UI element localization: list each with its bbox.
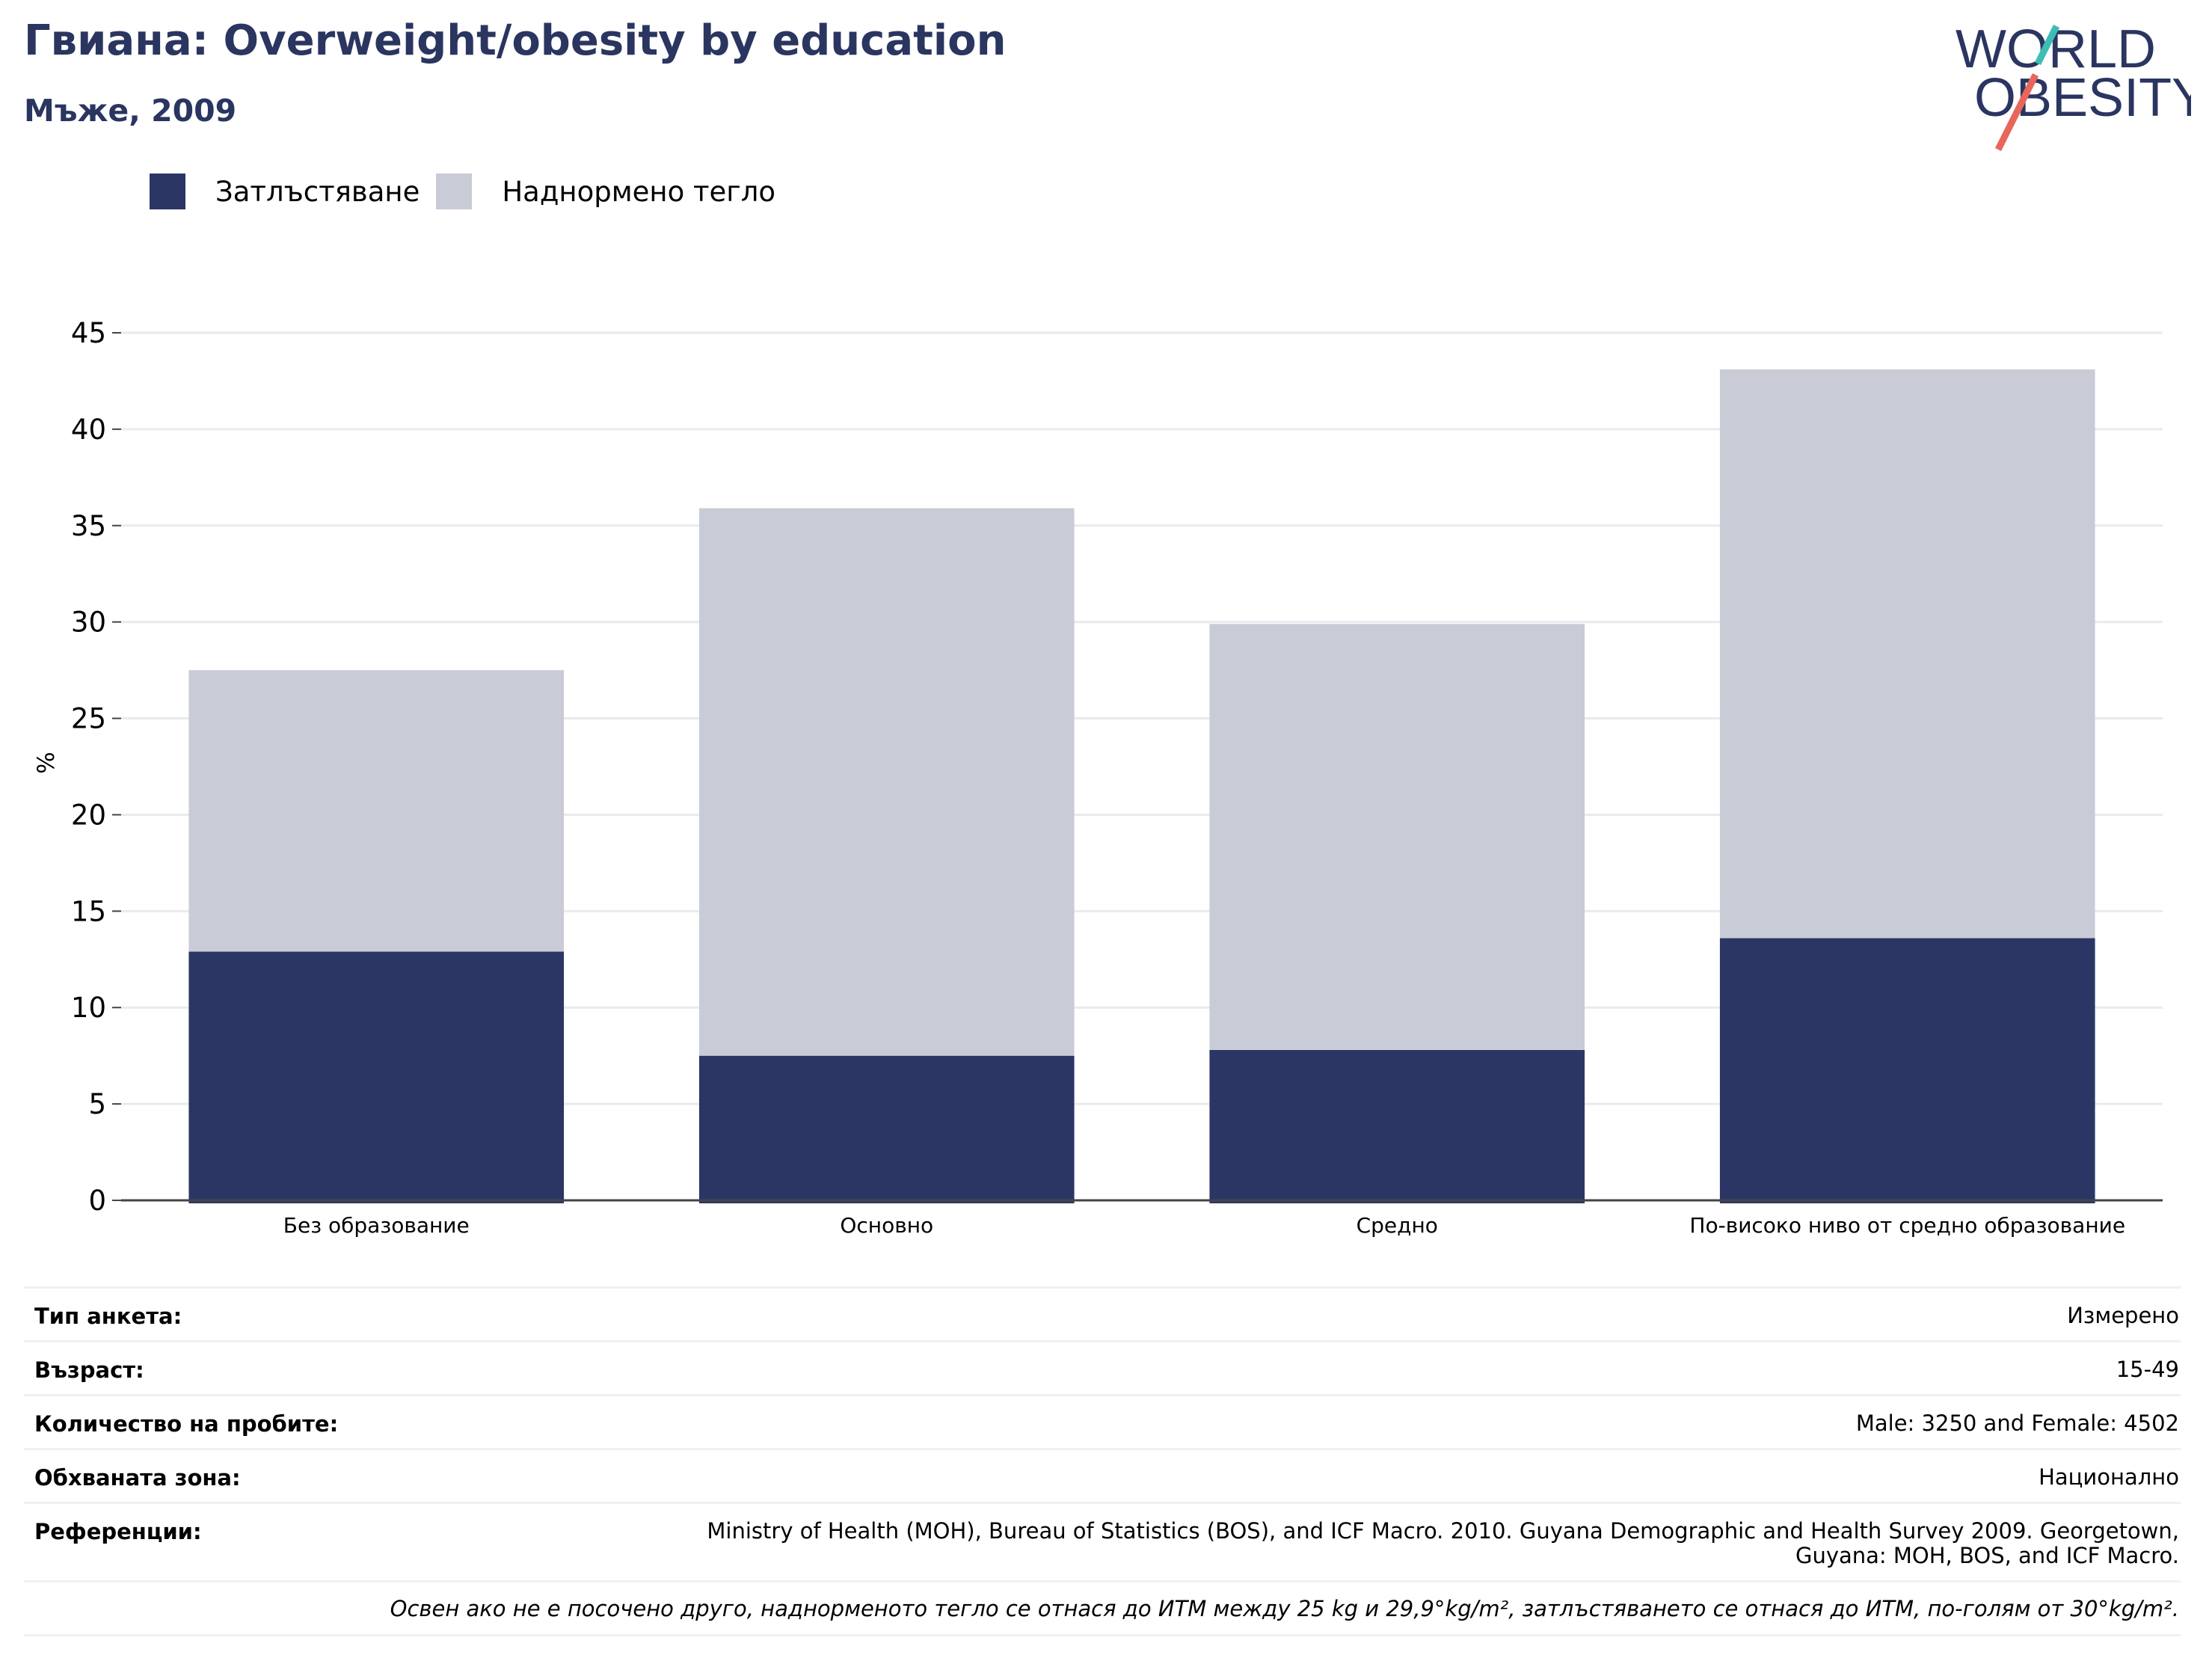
- x-tick-label: По-високо ниво от средно образование: [1689, 1213, 2125, 1238]
- legend-item-overweight[interactable]: Наднормено тегло: [436, 174, 775, 209]
- legend-swatch-obesity: [150, 174, 185, 209]
- y-tick-label: 35: [71, 510, 106, 542]
- meta-key: Обхваната зона:: [34, 1465, 241, 1491]
- bars: [188, 369, 2095, 1203]
- bar-overweight[interactable]: [1719, 369, 2095, 939]
- y-tick-labels: 0 5 10 15 20 25 30 35 40 45: [71, 317, 106, 1217]
- meta-key: Възраст:: [34, 1357, 144, 1383]
- meta-value: Ministry of Health (MOH), Bureau of Stat…: [707, 1518, 2179, 1568]
- y-tick-label: 5: [88, 1088, 106, 1120]
- y-tick-label: 40: [71, 414, 106, 446]
- bar-obesity[interactable]: [1719, 938, 2095, 1203]
- legend-label-obesity: Затлъстяване: [215, 175, 420, 208]
- x-tick-label: Без образование: [283, 1213, 470, 1238]
- bar-chart: 0 5 10 15 20 25 30 35 40 45 Без образование Основн…: [33, 317, 2163, 1238]
- y-tick-label: 10: [71, 992, 106, 1024]
- meta-value: Male: 3250 and Female: 4502: [1855, 1410, 2179, 1436]
- logo-slash-coral: [1994, 73, 2039, 152]
- meta-row-sample-size: Количество на пробите: Male: 3250 and Fe…: [24, 1394, 2181, 1448]
- logo-slash-teal: [2034, 24, 2060, 66]
- y-tick-label: 20: [71, 799, 106, 831]
- x-tick-label: Основно: [840, 1213, 933, 1238]
- y-tick-label: 45: [71, 317, 106, 349]
- bar-obesity[interactable]: [188, 951, 565, 1203]
- legend-swatch-overweight: [436, 174, 473, 209]
- world-obesity-logo[interactable]: WORLD OBESITY: [1944, 15, 2191, 157]
- bar-obesity[interactable]: [1209, 1049, 1585, 1203]
- bar-overweight[interactable]: [1209, 624, 1585, 1050]
- y-tick-label: 25: [71, 703, 106, 735]
- bar-obesity[interactable]: [698, 1055, 1075, 1203]
- meta-value: Национално: [2039, 1464, 2179, 1490]
- meta-key: Референции:: [34, 1519, 202, 1544]
- legend: Затлъстяване Наднормено тегло: [150, 171, 792, 212]
- meta-value: Измерено: [2067, 1303, 2179, 1328]
- legend-label-overweight: Наднормено тегло: [502, 175, 776, 208]
- meta-row-area: Обхваната зона: Национално: [24, 1448, 2181, 1502]
- x-tick-label: Средно: [1357, 1213, 1438, 1238]
- chart-subtitle: Мъже, 2009: [24, 93, 237, 129]
- footnote: Освен ако не е посочено друго, наднормен…: [390, 1596, 2179, 1621]
- meta-row-age: Възраст: 15-49: [24, 1340, 2181, 1394]
- meta-key: Количество на пробите:: [34, 1411, 339, 1437]
- y-tick-label: 30: [71, 607, 106, 639]
- legend-item-obesity[interactable]: Затлъстяване: [150, 174, 420, 209]
- y-tick-label: 0: [88, 1185, 106, 1217]
- meta-key: Тип анкета:: [34, 1304, 182, 1329]
- meta-row-survey-type: Тип анкета: Измерено: [24, 1286, 2181, 1340]
- footnote-row: Освен ако не е посочено друго, наднормен…: [24, 1580, 2181, 1636]
- x-tick-labels: Без образование Основно Средно По-високо ни…: [283, 1213, 2125, 1238]
- bar-overweight[interactable]: [188, 670, 565, 952]
- y-tick-label: 15: [71, 895, 106, 927]
- survey-details-table: Тип анкета: Измерено Възраст: 15-49 Коли…: [24, 1286, 2181, 1636]
- chart-title: Гвиана: Overweight/obesity by education: [24, 16, 1007, 65]
- meta-row-references: Референции: Ministry of Health (MOH), Bu…: [24, 1502, 2181, 1580]
- y-axis-label: %: [33, 752, 60, 773]
- meta-value: 15-49: [2116, 1357, 2179, 1382]
- bar-overweight[interactable]: [698, 508, 1075, 1056]
